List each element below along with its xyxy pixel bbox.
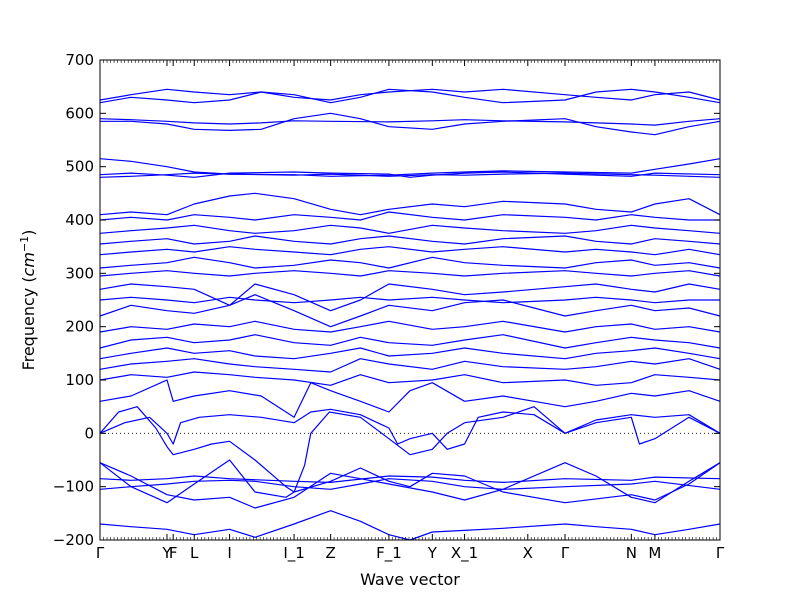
y-tick-label: 500 xyxy=(65,158,94,176)
x-tick-label: M xyxy=(648,544,661,562)
x-tick-label: Z xyxy=(325,544,335,562)
x-tick-label: Y xyxy=(427,544,438,562)
band-line-3 xyxy=(99,475,721,483)
y-tick-label: 600 xyxy=(65,104,94,122)
band-line-18 xyxy=(99,256,721,269)
band-line-19 xyxy=(99,246,721,256)
band-line-23 xyxy=(99,192,721,216)
band-line-8 xyxy=(99,379,721,418)
x-tick-label: I xyxy=(227,544,231,562)
band-line-25 xyxy=(99,171,721,178)
y-tick-label: 100 xyxy=(65,371,94,389)
x-tick-label: N xyxy=(626,544,637,562)
band-line-10 xyxy=(99,358,721,373)
y-axis: −200 −100 0 100 200 300 400 500 600 700 xyxy=(53,51,720,549)
y-axis-title: Frequency (cm−1) xyxy=(18,230,38,371)
band-line-30 xyxy=(99,88,721,101)
band-line-15 xyxy=(99,296,720,304)
band-line-11 xyxy=(99,347,721,360)
x-tick-label: Y xyxy=(161,544,172,562)
y-axis-title-exponent: −1 xyxy=(18,236,31,252)
band-line-9 xyxy=(99,371,721,386)
band-line-17 xyxy=(99,270,721,277)
band-line-6 xyxy=(99,406,721,493)
y-tick-label: 400 xyxy=(65,211,94,229)
band-line-1 xyxy=(99,510,721,541)
x-axis: Γ YF L I I_1 Z F_1 Y X_1 X Γ N M Γ xyxy=(96,60,725,563)
band-line-21 xyxy=(99,224,721,234)
band-line-5 xyxy=(99,459,721,504)
band-line-26 xyxy=(99,158,721,177)
band-line-4 xyxy=(99,462,721,509)
y-tick-label: −200 xyxy=(53,531,94,549)
band-line-27 xyxy=(100,112,721,136)
x-tick-label: L xyxy=(190,544,199,562)
y-tick-label: −100 xyxy=(53,478,94,496)
band-line-7 xyxy=(99,408,721,450)
y-tick-label: 200 xyxy=(65,318,94,336)
x-axis-title: Wave vector xyxy=(360,570,460,589)
band-line-20 xyxy=(99,235,721,245)
x-tick-label: X xyxy=(523,544,533,562)
y-axis-title-unit: cm xyxy=(19,252,38,276)
y-axis-title-prefix: Frequency ( xyxy=(19,276,38,370)
x-tick-label: Γ xyxy=(561,544,570,562)
band-line-16 xyxy=(99,283,721,312)
y-tick-label: 700 xyxy=(65,51,94,69)
band-line-2 xyxy=(99,478,721,490)
band-line-29 xyxy=(99,88,721,104)
x-tick-label: I_1 xyxy=(283,544,304,563)
band-line-28 xyxy=(99,118,721,126)
x-tick-label: Γ xyxy=(96,544,105,562)
band-line-13 xyxy=(99,320,721,333)
band-line-24 xyxy=(99,172,721,178)
plot-frame xyxy=(99,59,721,541)
y-tick-label: 0 xyxy=(84,424,94,442)
y-tick-label: 300 xyxy=(65,264,94,282)
y-axis-title-suffix: ) xyxy=(19,230,38,236)
x-tick-label: F xyxy=(169,544,178,562)
band-line-12 xyxy=(99,334,721,349)
x-tick-label: F_1 xyxy=(376,544,402,563)
band-lines xyxy=(99,88,721,541)
x-tick-label: X_1 xyxy=(451,544,478,563)
band-line-14 xyxy=(99,294,721,328)
x-tick-label: Γ xyxy=(716,544,725,562)
band-line-22 xyxy=(99,211,720,221)
